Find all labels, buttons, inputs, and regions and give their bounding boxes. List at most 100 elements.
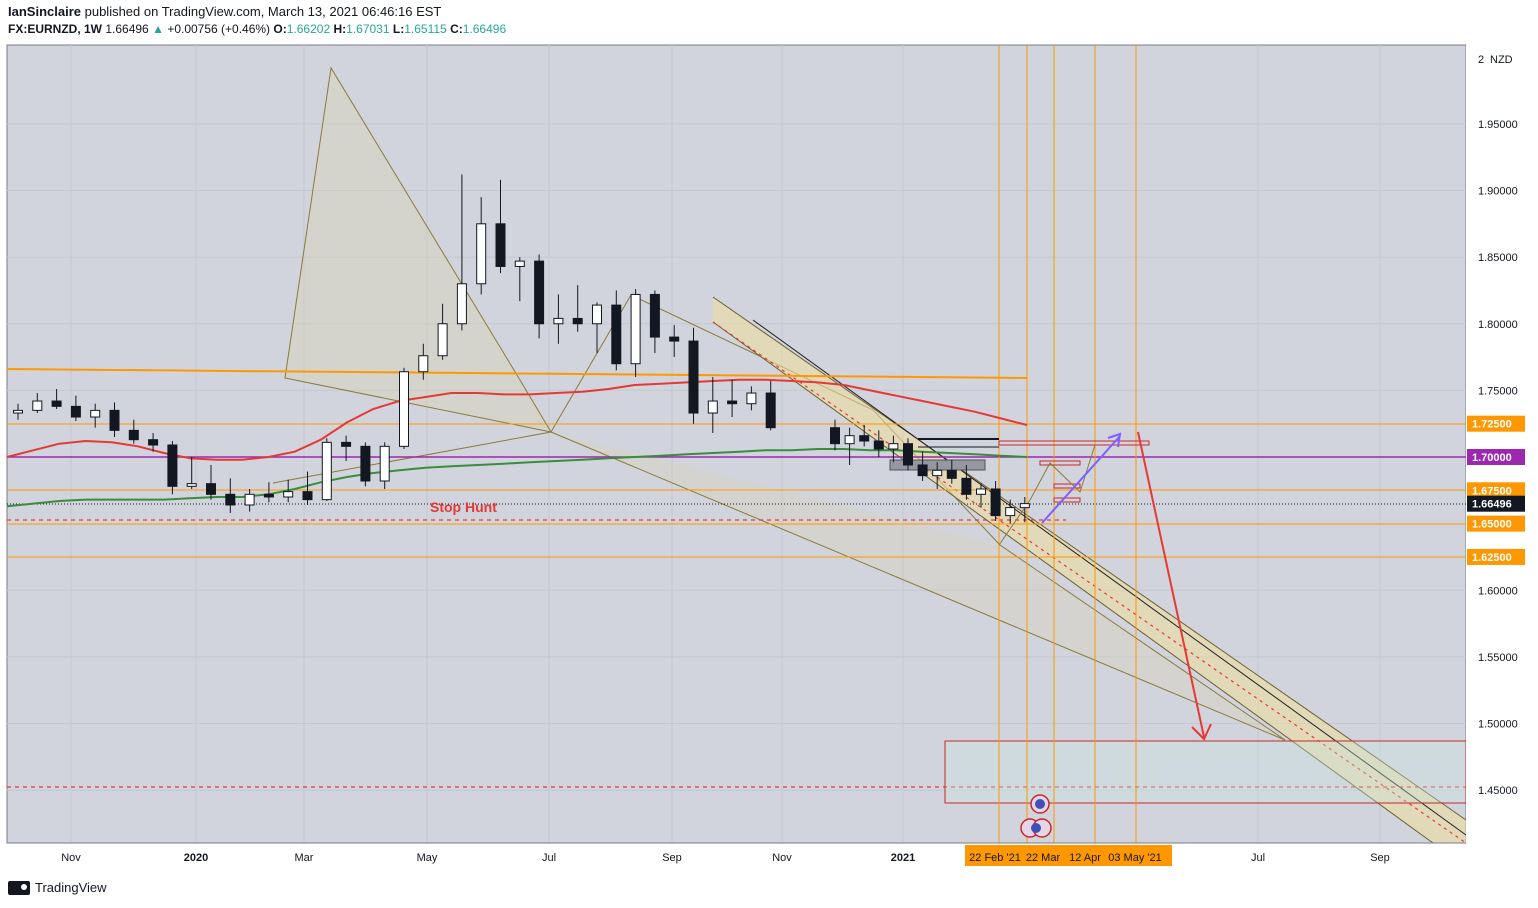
close-label: C:	[450, 22, 463, 36]
change-up-icon: ▲	[152, 22, 164, 36]
time-tick-label: 2021	[891, 852, 915, 864]
candle-body	[688, 340, 699, 414]
candle-body	[456, 283, 467, 325]
candle-body	[90, 409, 101, 418]
candle-body	[649, 293, 660, 338]
candle-body	[553, 317, 564, 325]
author-name[interactable]: IanSinclaire	[8, 4, 81, 19]
candle-body	[707, 400, 718, 414]
candle-body	[917, 464, 928, 477]
price-tick-label: 1.50000	[1478, 719, 1518, 731]
time-tick-label: Mar	[295, 852, 314, 864]
time-tick-label: Nov	[772, 852, 792, 864]
high-label: H:	[333, 22, 347, 36]
candle-body	[244, 493, 255, 506]
candle-body	[302, 491, 313, 501]
candle-body	[70, 405, 81, 418]
price-level-label: 1.62500	[1472, 552, 1512, 564]
price-level-box	[1467, 495, 1525, 512]
plot-area[interactable]	[6, 44, 1467, 844]
open-label: O:	[273, 22, 287, 36]
time-tick-label: 2020	[184, 852, 208, 864]
candle-body	[128, 429, 139, 441]
candle-body	[932, 469, 943, 477]
price-axis[interactable]: 1.45000 1.50000 1.55000 1.60000 1.75000 1.800…	[1466, 45, 1538, 843]
candle-body	[32, 400, 43, 411]
time-axis[interactable]: Nov 2020 Mar May Jul Sep Nov 2021 Jul Sep 22 Feb '…	[7, 842, 1466, 867]
price-level-box	[1467, 449, 1525, 465]
tradingview-logo-icon	[8, 880, 30, 895]
candle-body	[669, 336, 680, 342]
candle-body	[360, 445, 371, 482]
symbol-legend: FX:EURNZD, 1W 1.66496 ▲ +0.00756 (+0.46%…	[8, 22, 506, 36]
time-tick-label: Sep	[1370, 852, 1390, 864]
date-range-box	[965, 845, 1172, 866]
candle-body	[859, 435, 870, 442]
currency-label: NZD	[1490, 54, 1513, 66]
date-marker-label: 12 Apr	[1069, 852, 1101, 864]
candle-body	[225, 493, 236, 506]
price-level-label: 1.65000	[1472, 519, 1512, 531]
candle-body	[572, 317, 583, 325]
candle-body	[1005, 507, 1016, 517]
candle-body	[399, 371, 409, 447]
moving-average-line	[6, 448, 1028, 508]
price-level-box	[1467, 482, 1525, 499]
candle-body	[873, 440, 884, 450]
price-level-label: 1.66496	[1472, 499, 1512, 511]
candle-body	[844, 435, 855, 445]
price-tick-label: 1.45000	[1478, 785, 1518, 797]
open-value: 1.66202	[286, 22, 331, 36]
price-level-label: 1.70000	[1472, 452, 1512, 464]
time-tick-label: Jul	[1251, 852, 1265, 864]
date-marker-label: 03 May '21	[1108, 852, 1161, 864]
price-tick-label: 1.80000	[1478, 319, 1518, 331]
time-tick-label: Nov	[61, 852, 81, 864]
candle-body	[961, 477, 972, 495]
brand-name: TradingView	[35, 880, 107, 895]
candle-body	[903, 443, 913, 466]
publication-info: IanSinclaire published on TradingView.co…	[8, 4, 441, 19]
price-tick-label: 1.75000	[1478, 385, 1518, 397]
candle-body	[167, 444, 178, 487]
time-tick-label: May	[417, 852, 438, 864]
price-tick-label: 1.55000	[1478, 652, 1518, 664]
candle-body	[611, 304, 622, 365]
last-price: 1.66496	[105, 22, 149, 36]
candle-body	[341, 441, 352, 447]
candle-body	[630, 293, 641, 365]
price-tick-label: 1.95000	[1478, 119, 1518, 131]
price-top-label: 2	[1478, 54, 1484, 66]
candle-body	[148, 439, 159, 446]
candle-body	[263, 493, 274, 498]
candle-body	[830, 427, 840, 445]
candle-body	[727, 400, 738, 405]
candle-body	[990, 488, 1001, 517]
date-marker-label: 22 Feb '21	[969, 852, 1021, 864]
price-tick-label: 1.60000	[1478, 585, 1518, 597]
candle-body	[418, 355, 429, 373]
time-tick-label: Sep	[662, 852, 682, 864]
price-level-label: 1.67500	[1472, 485, 1512, 497]
candle-body	[51, 400, 62, 407]
high-value: 1.67031	[346, 22, 390, 36]
candle-body	[514, 260, 525, 267]
candle-body	[13, 409, 23, 414]
price-level-box	[1467, 548, 1525, 565]
price-change: +0.00756 (+0.46%)	[167, 22, 271, 36]
symbol-label[interactable]: FX:EURNZD, 1W	[8, 22, 102, 36]
date-marker-label: 22 Mar	[1026, 852, 1061, 864]
candle-body	[746, 392, 757, 405]
candle-body	[283, 491, 294, 498]
candle-body	[476, 223, 487, 285]
price-chart[interactable]: 1.45000 1.50000 1.55000 1.60000 1.75000 1.800…	[0, 0, 1538, 880]
price-level-box	[1467, 515, 1525, 532]
price-tick-label: 1.90000	[1478, 186, 1518, 198]
publish-text: published on TradingView.com, March 13, …	[84, 4, 442, 19]
candles	[13, 174, 1030, 524]
candle-body	[534, 260, 545, 325]
stop-hunt-annotation: Stop Hunt	[430, 499, 497, 515]
price-tick-label: 1.85000	[1478, 252, 1518, 264]
candle-body	[592, 304, 602, 325]
footer-brand[interactable]: TradingView	[8, 880, 107, 895]
